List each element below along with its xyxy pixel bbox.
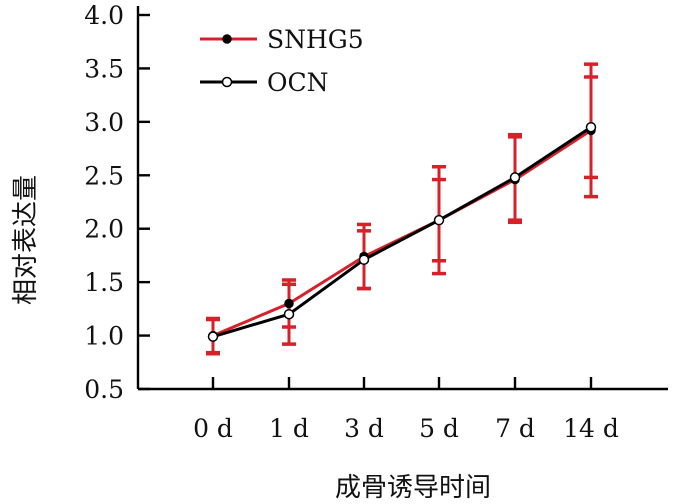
x-tick-label: 1 d (269, 414, 309, 443)
data-point-ocn (585, 121, 597, 133)
y-tick-label: 4.0 (84, 1, 124, 30)
series-line-ocn (212, 125, 592, 339)
data-point-ocn (509, 172, 521, 183)
data-point-ocn (207, 331, 219, 342)
x-ticks: 0 d 1 d 3 d 5 d 7 d 14 d (193, 377, 619, 443)
x-tick-label: 0 d (193, 414, 233, 443)
y-tick-label: 3.0 (84, 108, 124, 137)
x-tick-label: 3 d (344, 414, 384, 443)
y-tick-label: 0.5 (84, 375, 124, 404)
y-tick-label: 2.0 (84, 215, 124, 244)
y-axis-title: 相对表达量 (11, 175, 41, 305)
legend-marker (222, 34, 232, 44)
y-tick-label: 3.5 (84, 54, 124, 83)
x-axis-title: 成骨诱导时间 (335, 473, 491, 503)
legend-marker (221, 76, 233, 88)
legend-label: SNHG5 (267, 25, 364, 54)
x-tick-label: 7 d (495, 414, 535, 443)
y-ticks: 0.5 1.0 1.5 2.0 2.5 3.0 3.5 4.0 (84, 1, 150, 404)
axes (136, 6, 668, 391)
x-tick-label: 14 d (563, 414, 619, 443)
data-point-ocn (283, 308, 295, 320)
series-lines (207, 121, 597, 342)
x-tick-label: 5 d (419, 414, 459, 443)
data-point-snhg5 (284, 298, 294, 309)
y-tick-label: 1.5 (84, 268, 124, 297)
legend-item-ocn: OCN (200, 68, 329, 97)
series-line-snhg5 (212, 129, 592, 337)
data-point-ocn (433, 214, 445, 226)
legend-item-snhg5: SNHG5 (200, 25, 364, 54)
legend-label: OCN (267, 68, 329, 97)
data-point-ocn (358, 254, 370, 265)
y-tick-label: 1.0 (84, 322, 124, 351)
y-tick-label: 2.5 (84, 161, 124, 190)
error-bars (206, 62, 598, 356)
legend: SNHG5 OCN (200, 25, 364, 97)
